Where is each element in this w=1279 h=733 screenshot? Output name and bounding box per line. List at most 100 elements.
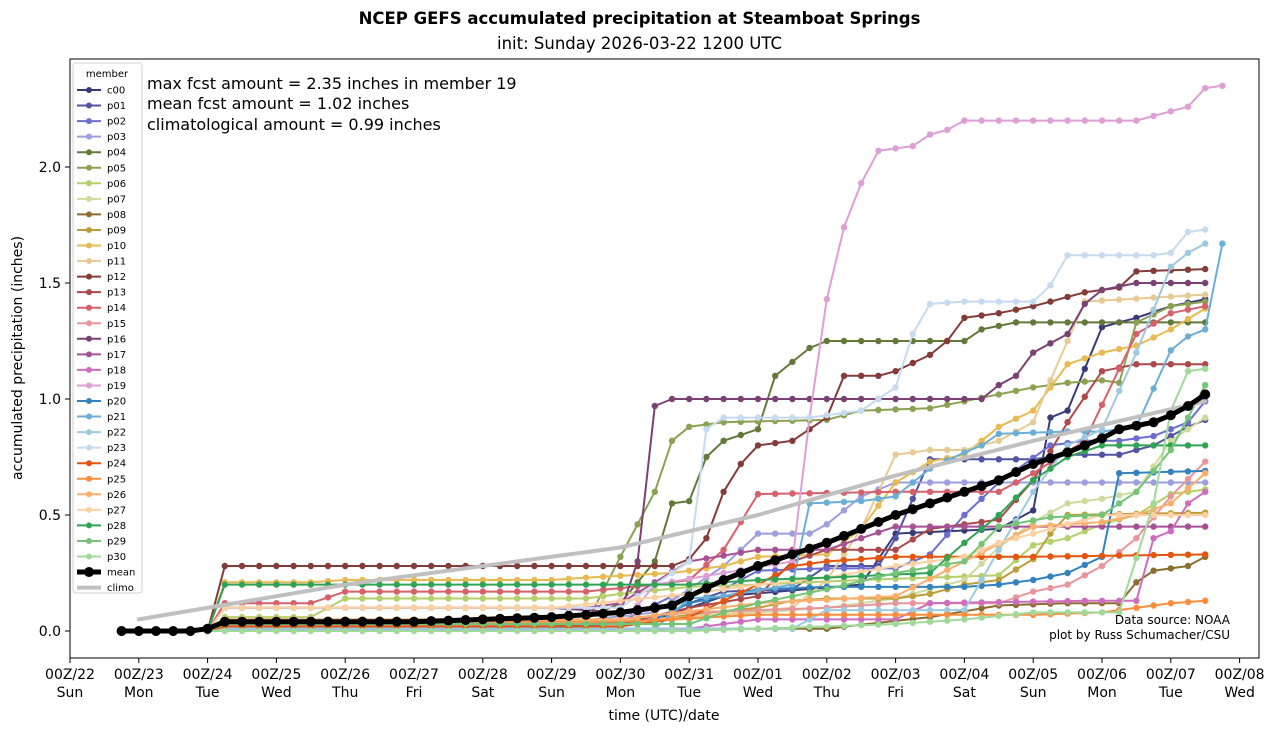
data-point-p21	[909, 479, 916, 486]
series-p26	[118, 470, 1209, 635]
data-point-p29	[565, 620, 572, 628]
data-point-p14	[410, 588, 418, 595]
data-point-p05	[926, 405, 934, 412]
data-point-p21	[961, 449, 968, 456]
legend-marker	[86, 351, 92, 358]
data-point-p23	[909, 330, 916, 338]
legend-label: p04	[107, 148, 126, 159]
data-point-p25	[772, 611, 779, 618]
data-point-p29	[1167, 446, 1175, 454]
legend-item-p17: p17	[77, 350, 126, 361]
data-point-p05	[1133, 319, 1140, 326]
data-point-p11	[1184, 292, 1192, 299]
data-point-p14	[1167, 310, 1175, 317]
data-point-p28	[823, 574, 830, 581]
data-point-p27	[892, 562, 899, 570]
legend-marker	[86, 304, 92, 311]
legend-marker	[86, 289, 92, 296]
data-point-p15	[1167, 493, 1175, 500]
legend-label: p25	[107, 474, 126, 485]
legend-label: p24	[107, 459, 126, 470]
data-point-p25	[840, 611, 848, 618]
data-point-p21	[1047, 428, 1054, 436]
legend-item-p25: p25	[77, 474, 126, 485]
data-point-p19	[892, 145, 899, 152]
data-point-p19	[1150, 112, 1157, 120]
data-point-p30	[720, 626, 727, 633]
data-point-p14	[995, 488, 1002, 495]
data-point-p28	[651, 581, 658, 588]
data-point-p15	[1030, 588, 1037, 595]
data-point-mean	[391, 616, 402, 627]
data-point-p29	[651, 620, 658, 628]
data-point-mean	[787, 549, 798, 560]
data-point-p22	[1098, 426, 1106, 433]
data-point-p11	[1133, 295, 1140, 302]
data-point-p02	[823, 565, 830, 572]
data-point-p10	[995, 423, 1002, 430]
legend-marker	[86, 102, 92, 109]
data-point-p18	[1167, 528, 1175, 535]
data-point-p12	[789, 437, 796, 444]
x-tick-label-time: 00Z/05	[1008, 667, 1058, 683]
data-point-p23	[686, 558, 693, 565]
data-point-p27	[909, 560, 916, 567]
data-point-p22	[1184, 249, 1192, 256]
data-point-p16	[1202, 279, 1209, 287]
data-point-p25	[944, 611, 951, 618]
legend-label: p29	[107, 536, 126, 547]
legend-item-p16: p16	[77, 334, 126, 345]
data-point-p26	[1098, 518, 1106, 526]
data-point-p02	[772, 566, 779, 574]
data-point-p26	[1202, 470, 1209, 477]
data-point-p06	[462, 595, 469, 602]
data-point-mean	[942, 492, 953, 503]
data-point-p26	[806, 597, 813, 604]
data-point-p14	[720, 546, 727, 553]
data-point-p16	[995, 381, 1002, 389]
data-point-c00	[1030, 507, 1037, 514]
data-point-p25	[823, 611, 830, 618]
x-tick-label-time: 00Z/04	[939, 667, 989, 683]
data-point-p14	[359, 588, 366, 595]
data-point-p10	[1167, 326, 1175, 333]
data-point-p20	[1167, 468, 1175, 475]
data-point-p13	[1098, 368, 1106, 375]
data-point-p21	[1150, 385, 1157, 392]
data-point-p14	[858, 489, 865, 496]
data-point-p27	[342, 604, 349, 611]
data-point-p28	[496, 581, 504, 588]
data-point-p01	[1116, 451, 1123, 458]
legend-item-p03: p03	[77, 132, 126, 143]
data-point-p14	[772, 490, 779, 497]
data-point-p27	[273, 604, 280, 611]
chart-title: NCEP GEFS accumulated precipitation at S…	[358, 9, 921, 28]
data-point-mean	[581, 609, 591, 620]
data-point-p23	[1150, 252, 1157, 259]
data-point-p28	[944, 554, 951, 562]
data-point-p29	[1150, 467, 1157, 475]
data-point-p26	[944, 566, 951, 574]
legend-label: p14	[107, 303, 126, 314]
data-point-p16	[754, 395, 762, 403]
data-point-p06	[376, 595, 383, 602]
data-point-p28	[1184, 442, 1192, 449]
data-point-p03	[772, 530, 779, 537]
data-point-p13	[858, 546, 865, 553]
legend-marker	[86, 429, 92, 436]
data-point-p29	[600, 620, 607, 628]
data-point-p18	[858, 616, 865, 623]
data-point-p19	[858, 180, 865, 187]
series-line-p06	[120, 488, 1207, 632]
data-point-p28	[1030, 477, 1037, 484]
data-point-p27	[634, 595, 641, 603]
data-point-p29	[754, 600, 762, 607]
data-point-p11	[1064, 337, 1071, 345]
data-point-p12	[531, 562, 538, 570]
data-point-p10	[686, 567, 693, 574]
data-point-p13	[1064, 419, 1071, 426]
data-point-p22	[1167, 263, 1175, 270]
data-point-p03	[1081, 479, 1089, 486]
data-point-p12	[651, 562, 658, 570]
data-point-p15	[1133, 535, 1140, 542]
